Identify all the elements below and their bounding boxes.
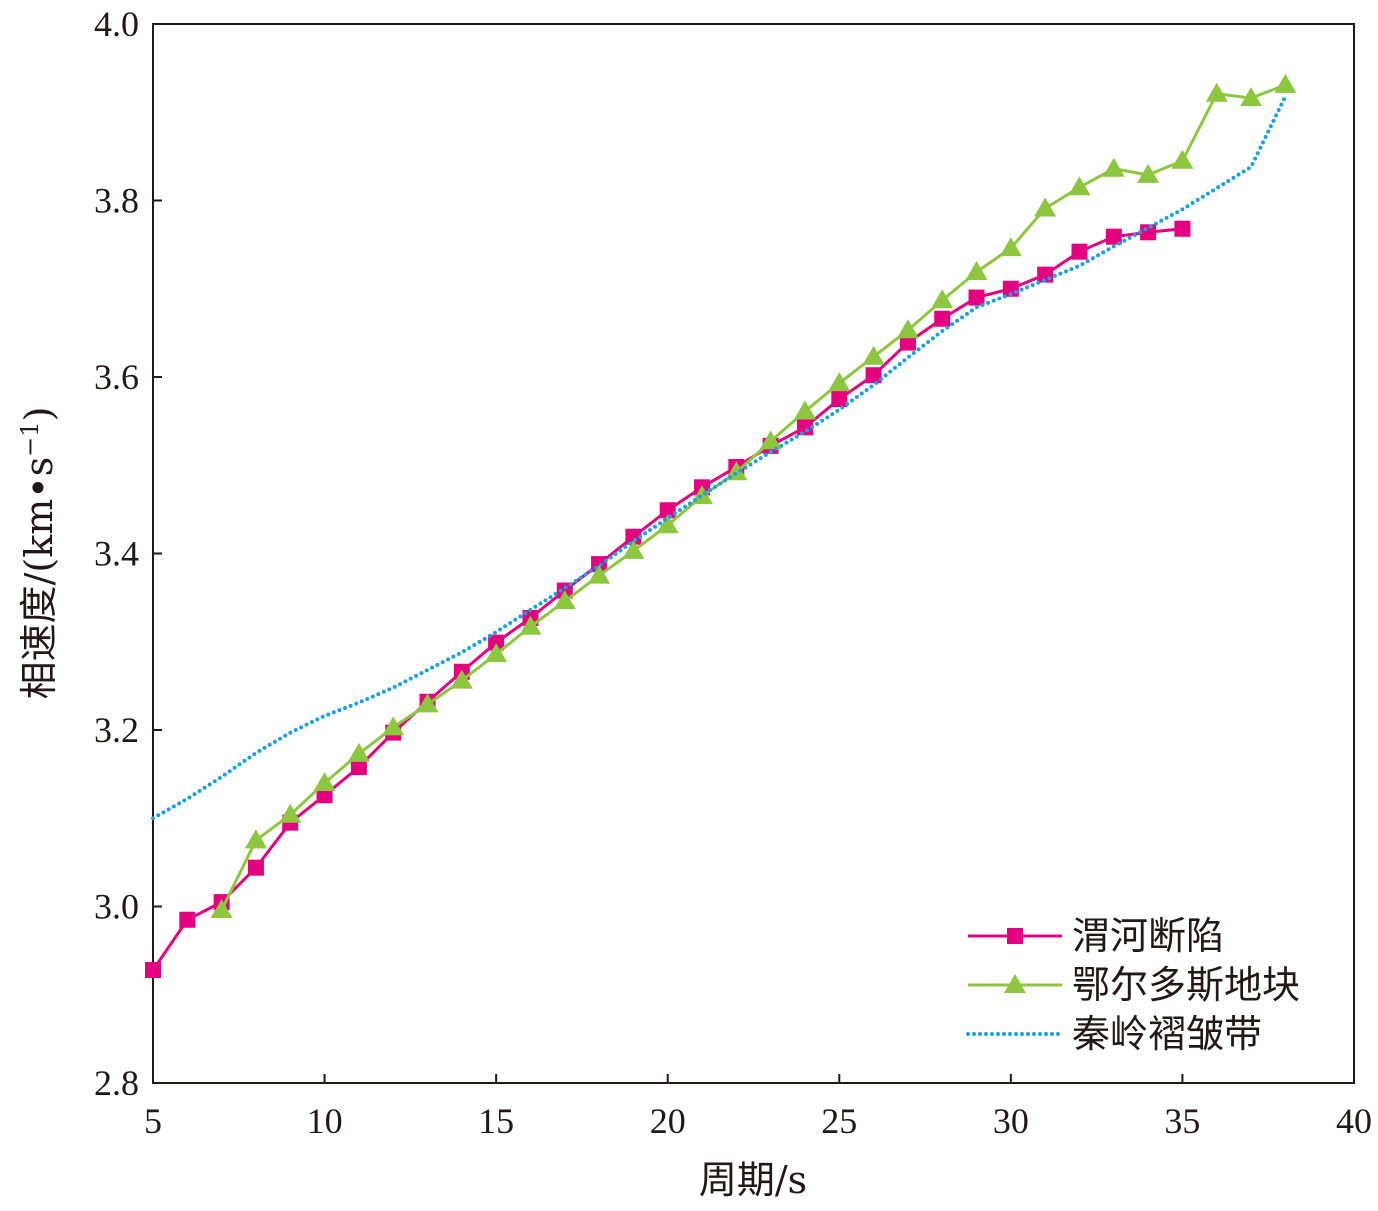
triangle-marker xyxy=(313,771,336,791)
square-marker xyxy=(247,859,264,876)
square-marker xyxy=(659,502,676,519)
triangle-marker xyxy=(999,237,1022,257)
square-marker xyxy=(865,367,882,384)
square-marker xyxy=(899,334,916,351)
square-marker xyxy=(350,759,367,776)
square-marker xyxy=(1140,224,1157,241)
y-tick-label: 2.8 xyxy=(94,1063,139,1103)
series-line xyxy=(151,227,1183,971)
y-tick-label: 3.0 xyxy=(94,887,139,927)
y-tick-label: 3.6 xyxy=(94,357,139,397)
x-tick-label: 5 xyxy=(144,1101,162,1141)
square-marker xyxy=(316,787,333,804)
triangle-marker xyxy=(1171,149,1194,169)
triangle-marker xyxy=(656,514,679,534)
square-marker xyxy=(1071,243,1088,260)
triangle-marker xyxy=(485,643,508,663)
triangle-marker xyxy=(1034,197,1057,217)
square-marker xyxy=(488,634,505,651)
y-axis-label-sup: −1 xyxy=(16,421,44,456)
square-marker xyxy=(1105,228,1122,245)
triangle-marker xyxy=(1205,82,1228,102)
triangle-marker xyxy=(382,716,405,736)
triangle-marker xyxy=(519,615,542,635)
y-tick-label: 4.0 xyxy=(94,4,139,44)
axes: 5 10 15 20 25 30 35 40 2.8 3.0 3.2 3.4 3.6 3.8 4.0 xyxy=(94,4,1372,1141)
series-group xyxy=(145,73,1297,979)
triangle-marker xyxy=(965,260,988,280)
triangle-marker xyxy=(1274,73,1297,93)
triangle-marker xyxy=(210,899,233,919)
legend-item: 秦岭褶皱带 xyxy=(966,1012,1262,1056)
square-marker xyxy=(968,289,985,306)
square-marker xyxy=(796,419,813,436)
y-tick-label: 3.8 xyxy=(94,181,139,221)
triangle-marker xyxy=(1240,87,1263,107)
triangle-marker xyxy=(347,742,370,762)
square-marker xyxy=(1007,928,1023,944)
y-axis-label: 相速度/(km•s−1) xyxy=(16,407,61,700)
series-1 xyxy=(210,73,1297,919)
x-tick-label: 10 xyxy=(307,1101,343,1141)
triangle-marker xyxy=(588,564,611,584)
series-2 xyxy=(151,94,1288,821)
legend-item: 鄂尔多斯地块 xyxy=(968,963,1300,1007)
x-tick-label: 15 xyxy=(478,1101,514,1141)
y-tick-label: 3.4 xyxy=(94,534,139,574)
square-marker xyxy=(934,310,951,327)
x-axis-label: 周期/s xyxy=(699,1158,807,1202)
triangle-marker xyxy=(244,829,267,849)
triangle-marker xyxy=(759,430,782,450)
triangle-marker xyxy=(1102,157,1125,177)
legend-label: 鄂尔多斯地块 xyxy=(1072,963,1300,1007)
legend-item: 渭河断陷 xyxy=(968,914,1224,958)
square-marker xyxy=(1174,220,1191,237)
triangle-marker xyxy=(553,590,576,610)
triangle-marker xyxy=(622,539,645,559)
series-0 xyxy=(145,220,1191,979)
triangle-marker xyxy=(896,319,919,339)
x-tick-label: 40 xyxy=(1336,1101,1372,1141)
y-axis-label-main: 相速度/(km•s xyxy=(17,457,61,700)
triangle-marker xyxy=(416,693,439,713)
y-axis-label-close: ) xyxy=(17,407,61,422)
x-tick-label: 20 xyxy=(650,1101,686,1141)
triangle-marker xyxy=(279,803,302,823)
triangle-marker xyxy=(828,372,851,392)
square-marker xyxy=(179,911,196,928)
triangle-marker xyxy=(450,669,473,689)
square-marker xyxy=(625,528,642,545)
x-tick-label: 30 xyxy=(993,1101,1029,1141)
triangle-marker xyxy=(793,400,816,420)
x-tick-label: 35 xyxy=(1164,1101,1200,1141)
triangle-marker xyxy=(1137,163,1160,183)
triangle-marker xyxy=(862,345,885,365)
y-tick-label: 3.2 xyxy=(94,710,139,750)
triangle-marker xyxy=(1004,974,1026,993)
legend-label: 秦岭褶皱带 xyxy=(1072,1012,1262,1056)
series-line xyxy=(220,83,1286,911)
triangle-marker xyxy=(1068,176,1091,196)
triangle-marker xyxy=(931,289,954,309)
series-line xyxy=(151,94,1288,821)
square-marker xyxy=(145,962,161,979)
square-marker xyxy=(831,391,848,408)
legend-label: 渭河断陷 xyxy=(1072,914,1224,958)
x-tick-label: 25 xyxy=(821,1101,857,1141)
